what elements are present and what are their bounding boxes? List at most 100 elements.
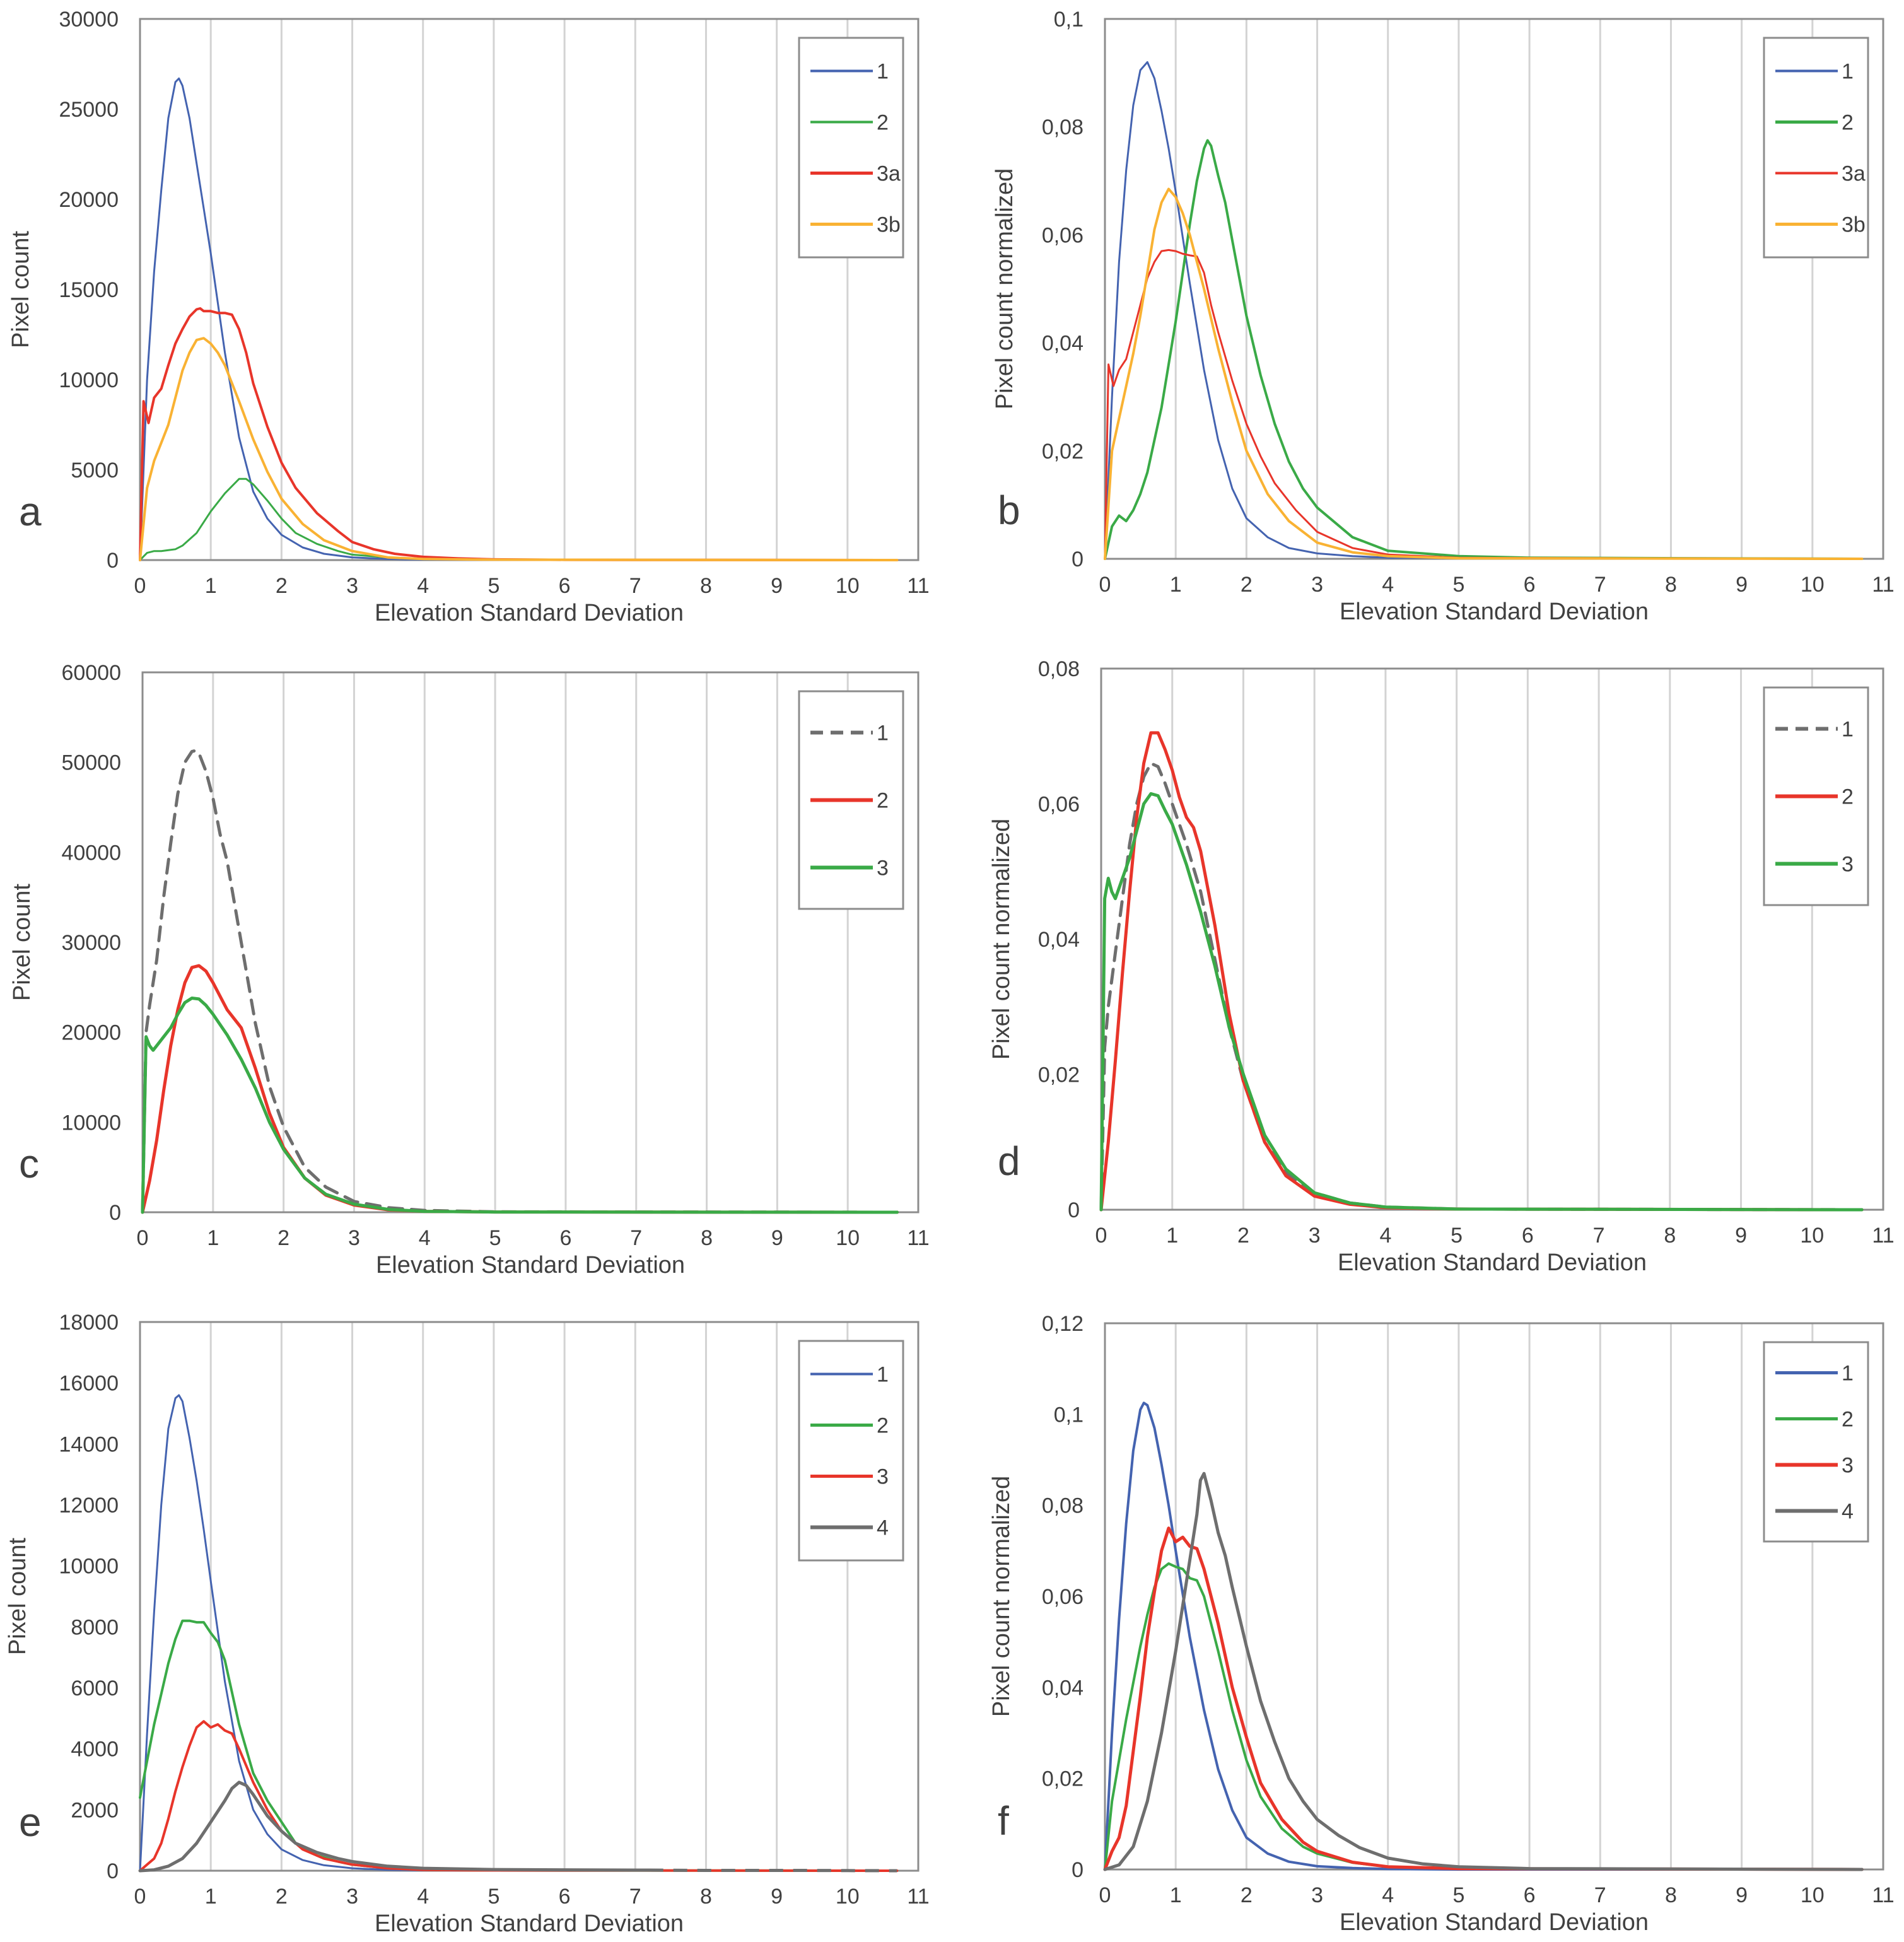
x-tick-label: 8: [1664, 1224, 1676, 1248]
x-tick-label: 7: [1594, 1883, 1606, 1907]
y-tick-label: 0: [109, 1201, 121, 1225]
legend-label-3: 3: [1842, 853, 1854, 877]
panel-label: a: [19, 489, 42, 534]
panel-label: b: [998, 488, 1020, 533]
legend-box: [1763, 37, 1869, 259]
x-axis-label: Elevation Standard Deviation: [376, 1252, 685, 1278]
series-line-3b: [1104, 187, 1864, 560]
x-tick-label: 8: [701, 1226, 713, 1250]
y-tick-label: 8000: [71, 1615, 119, 1639]
x-tick-label: 9: [1735, 1224, 1747, 1248]
x-tick-label: 6: [1524, 573, 1536, 597]
series-line-3b: [139, 337, 899, 561]
y-axis-label: Pixel count normalized: [988, 819, 1015, 1060]
x-tick-label: 11: [1872, 1224, 1894, 1248]
x-tick-label: 5: [1452, 573, 1464, 597]
x-tick-label: 10: [1800, 1224, 1824, 1248]
legend-label-4: 4: [1842, 1500, 1854, 1524]
x-tick-label: 5: [489, 1226, 501, 1250]
x-tick-label: 11: [907, 574, 929, 598]
series-line-1: [139, 1394, 898, 1872]
legend-label-3: 3: [1842, 1454, 1854, 1478]
series-line-1: [139, 77, 898, 561]
legend-label-2: 2: [1842, 111, 1854, 135]
y-tick-label: 30000: [59, 8, 119, 32]
y-axis-label: Pixel count: [4, 1538, 31, 1655]
legend-label-2: 2: [1842, 1408, 1854, 1432]
y-tick-label: 0,02: [1042, 1767, 1083, 1791]
legend-label-3b: 3b: [877, 213, 901, 237]
x-tick-label: 6: [559, 1226, 571, 1250]
x-tick-label: 0: [1099, 573, 1111, 597]
y-tick-label: 0,02: [1038, 1063, 1080, 1087]
x-tick-label: 6: [1524, 1883, 1536, 1907]
y-tick-label: 30000: [61, 931, 121, 955]
y-tick-label: 5000: [71, 459, 119, 483]
x-tick-label: 0: [1095, 1224, 1107, 1248]
panel-label: f: [998, 1798, 1009, 1844]
y-axis-label: Pixel count: [9, 884, 35, 1001]
x-tick-label: 9: [1736, 573, 1748, 597]
x-tick-label: 3: [1311, 573, 1323, 597]
legend-label-3a: 3a: [1842, 162, 1866, 186]
legend-box: [798, 37, 904, 259]
y-tick-label: 20000: [61, 1021, 121, 1045]
panel-label: c: [19, 1141, 39, 1186]
y-tick-label: 0: [107, 1859, 119, 1883]
x-tick-label: 11: [907, 1226, 929, 1250]
y-tick-label: 0,08: [1042, 115, 1083, 139]
x-tick-label: 0: [1099, 1883, 1111, 1907]
legend-box: [798, 1340, 904, 1562]
series-line-3: [139, 1720, 899, 1872]
x-tick-label: 5: [488, 1885, 499, 1909]
y-tick-label: 0: [107, 549, 119, 573]
chart-panel-b: 0 1 2 3 4 5 6 7 8 9 10 11 0 0,02 0,04 0,06 0,08 0,1 Elevat…: [991, 8, 1895, 625]
x-tick-label: 5: [488, 574, 499, 598]
x-tick-label: 7: [1594, 573, 1606, 597]
legend-label-1: 1: [877, 722, 889, 746]
y-tick-label: 0,08: [1038, 657, 1080, 681]
x-tick-label: 9: [771, 574, 783, 598]
x-tick-label: 8: [700, 1885, 712, 1909]
x-tick-label: 10: [1801, 1883, 1825, 1907]
x-tick-label: 3: [348, 1226, 360, 1250]
x-tick-label: 0: [134, 574, 146, 598]
chart-panel-e: 0 1 2 3 4 5 6 7 8 9 10 11 0 2000 4000 6000 8000 10000 1200…: [4, 1311, 930, 1937]
x-tick-label: 3: [346, 1885, 358, 1909]
y-tick-label: 60000: [61, 661, 121, 685]
x-tick-label: 9: [771, 1885, 783, 1909]
y-axis-label: Pixel count normalized: [991, 168, 1018, 409]
x-tick-label: 0: [137, 1226, 149, 1250]
x-tick-label: 1: [1170, 573, 1182, 597]
x-tick-label: 0: [134, 1885, 146, 1909]
series-line-2: [1104, 139, 1864, 560]
x-tick-label: 4: [1382, 573, 1394, 597]
x-tick-label: 4: [419, 1226, 431, 1250]
legend: 1 2 3a 3b: [798, 37, 904, 259]
legend: 1 2 3 4: [1763, 1341, 1869, 1543]
y-tick-label: 0,06: [1042, 223, 1083, 247]
legend-label-2: 2: [877, 789, 889, 813]
legend-label-3a: 3a: [877, 162, 901, 186]
x-tick-label: 5: [1451, 1224, 1463, 1248]
y-tick-label: 10000: [59, 368, 119, 392]
chart-panel-d: 0 1 2 3 4 5 6 7 8 9 10 11 0 0,02 0,04 0,06 0,08 Elevation…: [988, 657, 1895, 1276]
y-tick-label: 0,1: [1054, 1403, 1083, 1427]
x-tick-label: 7: [629, 1885, 641, 1909]
y-tick-label: 0,02: [1042, 440, 1083, 464]
y-tick-label: 0: [1072, 547, 1083, 571]
y-tick-label: 0,04: [1042, 1676, 1083, 1700]
x-tick-label: 11: [1872, 1883, 1894, 1907]
x-tick-label: 4: [1379, 1224, 1391, 1248]
y-tick-label: 2000: [71, 1798, 119, 1822]
x-tick-label: 8: [700, 574, 712, 598]
y-tick-label: 15000: [59, 278, 119, 302]
x-tick-label: 10: [836, 1226, 860, 1250]
x-axis-label: Elevation Standard Deviation: [375, 1910, 684, 1937]
series-line-1: [1104, 61, 1863, 560]
x-tick-label: 4: [417, 1885, 429, 1909]
series-line-2: [1099, 731, 1864, 1212]
legend: 1 2 3: [1763, 686, 1869, 906]
y-tick-label: 0,12: [1042, 1312, 1083, 1336]
